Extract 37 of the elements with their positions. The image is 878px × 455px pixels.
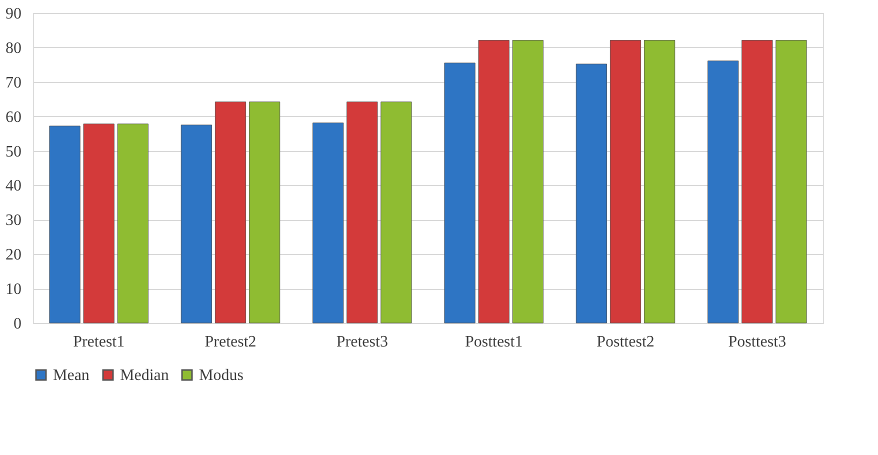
bar: [644, 40, 676, 324]
x-tick-label: Pretest3: [336, 334, 388, 350]
x-tick-label: Posttest1: [464, 334, 523, 350]
legend-label: Modus: [199, 367, 244, 384]
bar: [776, 40, 807, 324]
x-tick-label: Pretest2: [204, 334, 256, 350]
x-tick-label: Pretest1: [73, 334, 125, 350]
bar: [312, 122, 344, 324]
y-tick-label: 10: [6, 281, 22, 298]
bar: [444, 62, 476, 324]
bar: [214, 102, 246, 324]
bar: [117, 124, 148, 324]
bar: [512, 40, 544, 324]
bar: [478, 40, 510, 324]
y-tick-label: 80: [6, 40, 22, 57]
x-tick-label: Posttest3: [728, 334, 786, 350]
y-tick-label: 90: [6, 6, 22, 22]
bar: [248, 102, 280, 324]
y-tick-label: 40: [6, 178, 22, 195]
bar: [708, 60, 739, 324]
bar: [610, 40, 642, 324]
bar: [576, 64, 608, 324]
bar: [180, 124, 212, 324]
bar: [83, 124, 114, 324]
y-tick-label: 0: [14, 316, 22, 332]
legend-label: Median: [120, 367, 169, 384]
y-tick-label: 70: [6, 74, 22, 92]
x-tick-label: Posttest2: [596, 334, 654, 350]
bar: [49, 126, 80, 324]
y-tick-label: 60: [6, 108, 22, 126]
y-tick-label: 50: [6, 143, 22, 160]
bar: [346, 102, 378, 324]
bar: [742, 40, 773, 324]
legend-label: Mean: [53, 367, 90, 384]
y-tick-label: 30: [6, 212, 22, 230]
y-tick-label: 20: [6, 246, 22, 264]
bar: [380, 102, 412, 324]
